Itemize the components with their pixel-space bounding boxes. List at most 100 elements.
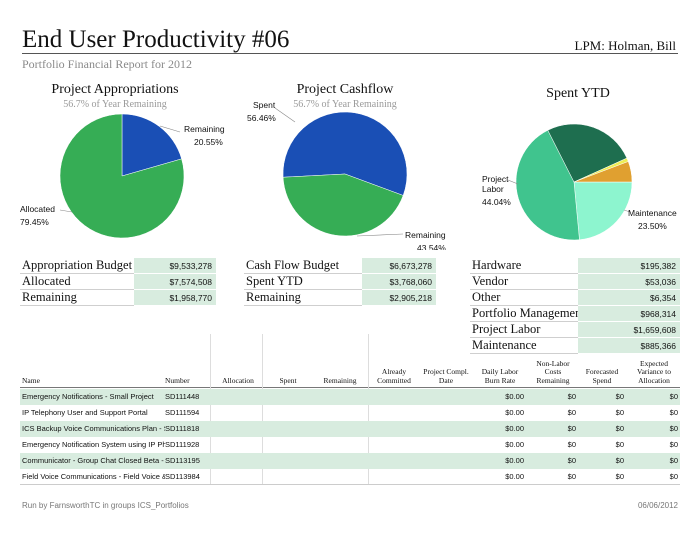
summary-value: $7,574,508 [134, 274, 216, 290]
summary-row: Spent YTD $3,768,060 [244, 274, 436, 290]
table-row[interactable]: Field Voice Communications - Field Voice… [20, 469, 680, 485]
leader-line-spent [274, 107, 296, 123]
row-name: ICS Backup Voice Communications Plan - S… [22, 424, 165, 433]
summary-label: Allocated [20, 274, 134, 290]
pie-slice-remaining [282, 173, 404, 237]
leader-line-remaining [159, 125, 181, 133]
summary-value: $3,768,060 [362, 274, 436, 290]
spent-ytd-pie [507, 123, 633, 241]
summary-row: Cash Flow Budget $6,673,278 [244, 258, 436, 274]
row-number: SD113984 [165, 472, 200, 481]
row-forecast: $0 [615, 456, 624, 465]
chart-subtitle: 56.7% of Year Remaining [63, 99, 167, 110]
summary-row: Appropriation Budget $9,533,278 [20, 258, 216, 274]
slice-percent: 23.50% [638, 221, 667, 231]
summary-value: $2,905,218 [362, 290, 436, 306]
header-allocation: Allocation [222, 375, 254, 385]
pie-slice-portfolio-management [547, 123, 628, 183]
summary-label: Other [470, 290, 578, 306]
slice-name: Remaining [405, 230, 446, 240]
header-burn-rate: Daily Labor Burn Rate [481, 367, 519, 385]
row-name: Communicator - Group Chat Closed Beta - … [22, 456, 165, 465]
header-remaining: Remaining [323, 375, 357, 385]
row-nonlabor: $0 [567, 424, 576, 433]
summary-row: Project Labor $1,659,608 [470, 322, 680, 338]
header-divider [22, 53, 678, 54]
chart-title: Project Appropriations [51, 82, 179, 97]
summary-value: $885,366 [578, 338, 680, 354]
header-name: Name [22, 375, 40, 385]
row-variance: $0 [669, 440, 678, 449]
spent-ytd-chart: Spent YTD Project Labor 44.04% Maintenan… [478, 82, 678, 250]
table-row[interactable]: ICS Backup Voice Communications Plan - S… [20, 421, 680, 437]
table-row[interactable]: Communicator - Group Chat Closed Beta - … [20, 453, 680, 469]
appropriations-chart: Project Appropriations 56.7% of Year Rem… [20, 82, 225, 250]
summary-value: $1,659,608 [578, 322, 680, 338]
row-number: SD111594 [165, 408, 200, 417]
row-forecast: $0 [615, 472, 624, 481]
row-nonlabor: $0 [567, 408, 576, 417]
row-variance: $0 [669, 424, 678, 433]
row-number: SD111448 [165, 392, 200, 401]
row-nonlabor: $0 [567, 392, 576, 401]
pie-label-allocated: Allocated 79.45% [20, 204, 55, 227]
header-variance: Expected Variance to Allocation [637, 358, 671, 385]
leader-line-remaining [356, 233, 404, 237]
summary-value: $1,958,770 [134, 290, 216, 306]
slice-percent: 20.55% [194, 137, 223, 147]
summary-row: Other $6,354 [470, 290, 680, 306]
summary-value: $9,533,278 [134, 258, 216, 274]
table-row[interactable]: Emergency Notifications - Small Project … [20, 389, 680, 405]
row-forecast: $0 [615, 408, 624, 417]
row-variance: $0 [669, 408, 678, 417]
row-number: SD111928 [165, 440, 200, 449]
chart-title: Spent YTD [546, 86, 610, 101]
slice-name: Remaining [184, 124, 225, 134]
pie-label-project-labor: Project Labor 44.04% [482, 174, 522, 207]
slice-name: Project Labor [482, 174, 509, 194]
row-forecast: $0 [615, 440, 624, 449]
summary-label: Hardware [470, 258, 578, 274]
slice-name: Allocated [20, 204, 55, 214]
row-name: Emergency Notification System using IP P… [22, 440, 165, 449]
summary-row: Portfolio Management $968,314 [470, 306, 680, 322]
header-nonlabor: Non-Labor Costs Remaining [536, 358, 570, 385]
summary-value: $6,354 [578, 290, 680, 306]
summary-label: Cash Flow Budget [244, 258, 362, 274]
table-row[interactable]: IP Telephony User and Support Portal SD1… [20, 405, 680, 421]
table-row[interactable]: Emergency Notification System using IP P… [20, 437, 680, 453]
footer-date: 06/06/2012 [637, 501, 678, 510]
column-divider [262, 334, 263, 484]
summary-value: $6,673,278 [362, 258, 436, 274]
summary-row: Maintenance $885,366 [470, 338, 680, 354]
pie-label-maintenance: Maintenance 23.50% [628, 208, 677, 231]
header-forecast: Forecasted Spend [585, 367, 619, 385]
row-variance: $0 [669, 472, 678, 481]
row-name: Field Voice Communications - Field Voice… [22, 472, 165, 481]
cashflow-summary: Cash Flow Budget $6,673,278 Spent YTD $3… [244, 258, 436, 308]
row-burn-rate: $0.00 [505, 408, 524, 417]
leader-line-allocated [59, 209, 73, 213]
summary-value: $53,036 [578, 274, 680, 290]
spent-summary: Hardware $195,382 Vendor $53,036 Other $… [470, 258, 680, 356]
row-burn-rate: $0.00 [505, 424, 524, 433]
table-header: Name Number Allocation Spent Remaining A… [20, 334, 680, 484]
row-nonlabor: $0 [567, 456, 576, 465]
row-number: SD113195 [165, 456, 200, 465]
slice-name: Maintenance [628, 208, 677, 218]
summary-label: Spent YTD [244, 274, 362, 290]
row-burn-rate: $0.00 [505, 456, 524, 465]
column-divider [368, 334, 369, 484]
pie-label-remaining: Remaining 43.54% [405, 230, 446, 250]
summary-value: $968,314 [578, 306, 680, 322]
report-title: End User Productivity #06 [22, 26, 290, 53]
report-subtitle: Portfolio Financial Report for 2012 [22, 57, 192, 71]
summary-value: $195,382 [578, 258, 680, 274]
summary-label: Portfolio Management [470, 306, 585, 322]
row-forecast: $0 [615, 424, 624, 433]
appropriations-pie [59, 113, 185, 239]
cashflow-pie [274, 107, 408, 237]
row-name: IP Telephony User and Support Portal [22, 408, 148, 417]
chart-subtitle: 56.7% of Year Remaining [293, 99, 397, 110]
leader-line-maintenance [623, 209, 631, 213]
